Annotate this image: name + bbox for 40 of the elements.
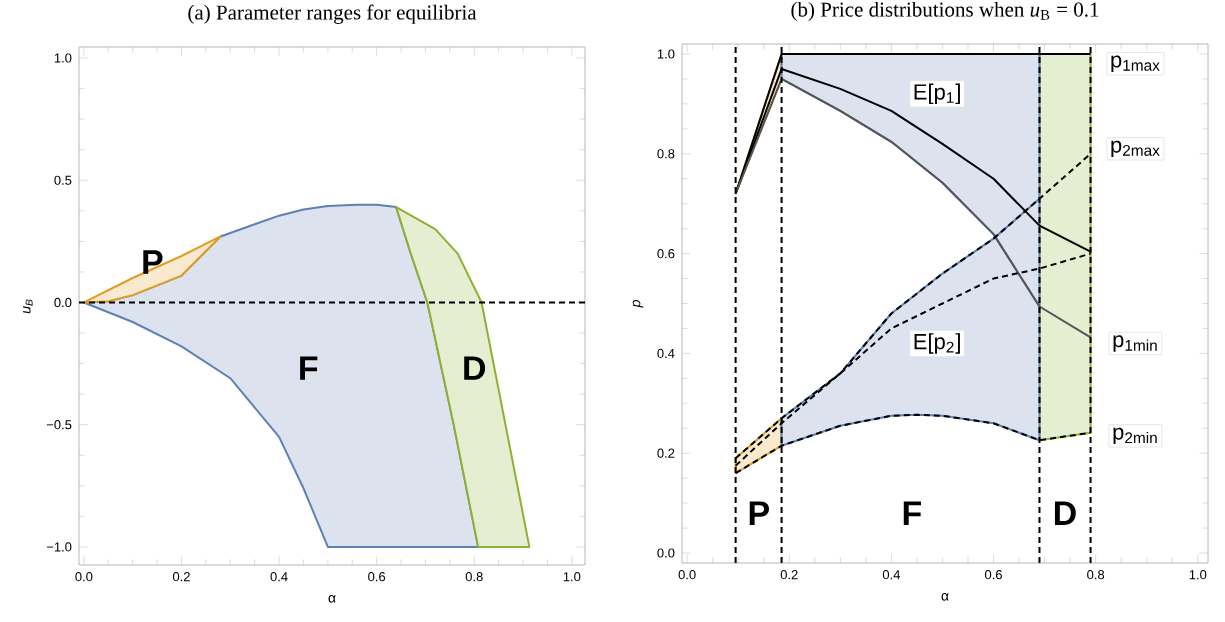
x-tick-label: 0.0 (678, 570, 696, 580)
annotation: D (464, 356, 486, 380)
annotation: p$_{1min}$ (1113, 335, 1157, 352)
x-tick-label: 1.0 (1189, 570, 1207, 580)
x-tick-label: 0.0 (75, 572, 93, 582)
y-tick-label: 0.5 (54, 175, 72, 185)
x-tick-label: 0.8 (465, 572, 483, 582)
x-tick-label: 0.4 (270, 572, 288, 582)
annotation: P (749, 501, 769, 525)
x-tick-label: 1.0 (563, 572, 581, 582)
annotation: F (903, 501, 921, 525)
chart-title: (b) Price distributions when u$_{B}$ = 0.1 (791, 1, 1099, 21)
x-tick-label: 0.2 (172, 572, 190, 582)
y-tick-label: 0.8 (657, 149, 675, 159)
x-axis-title: α (941, 593, 949, 601)
y-tick-label: 0.0 (54, 297, 72, 308)
y-tick-label: 0.6 (657, 249, 675, 259)
y-tick-label: 1.0 (54, 53, 72, 63)
y-tick-label: 0.2 (657, 448, 675, 458)
y-tick-label: 1.0 (657, 49, 675, 59)
chart-title: (a) Parameter ranges for equilibria (188, 4, 477, 24)
annotation: F (300, 356, 318, 380)
annotation: E[p$_{1}$] (914, 83, 960, 105)
x-tick-label: 0.8 (1087, 570, 1105, 580)
x-tick-label: 0.6 (984, 570, 1002, 580)
x-tick-label: 0.2 (780, 570, 798, 580)
y-tick-label: 0.4 (657, 348, 675, 358)
annotation: p$_{2max}$ (1111, 140, 1160, 158)
y-axis-title: u$_{B}$ (23, 299, 33, 314)
x-tick-label: 0.6 (368, 572, 386, 582)
x-tick-label: 0.4 (882, 570, 901, 580)
y-tick-label: −1.0 (46, 542, 72, 552)
annotation: p$_{2min}$ (1113, 427, 1157, 445)
y-tick-label: 0.0 (657, 548, 675, 558)
y-axis-title: p (632, 300, 644, 308)
annotation: D (1054, 501, 1076, 525)
annotation: E[p$_{2}$] (914, 333, 960, 354)
annotation: p$_{1max}$ (1111, 55, 1160, 72)
y-tick-label: −0.5 (46, 420, 72, 430)
x-axis-title: α (328, 595, 336, 603)
